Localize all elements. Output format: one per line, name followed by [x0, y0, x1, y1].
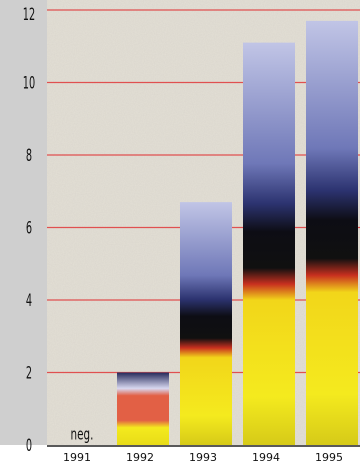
- y-tick-label: 2: [26, 364, 32, 384]
- y-tick-label: 10: [23, 74, 35, 94]
- y-tick-label: 8: [26, 146, 32, 166]
- y-tick-label: 0: [26, 436, 32, 456]
- x-axis-band: [0, 445, 360, 469]
- x-tick-label-1995: 1995: [315, 451, 343, 464]
- y-tick-label: 4: [26, 291, 32, 311]
- y-tick-label: 6: [26, 219, 32, 239]
- x-tick-label-1992: 1992: [126, 451, 154, 464]
- bar-1994: [243, 42, 295, 445]
- x-tick-label-1993: 1993: [189, 451, 217, 464]
- value-label-1991: neg.: [71, 427, 94, 445]
- y-tick-label: 12: [23, 5, 35, 25]
- bar-1992: [117, 372, 169, 445]
- x-tick-label-1991: 1991: [63, 451, 91, 464]
- y-axis-strip: [0, 0, 47, 469]
- bar-1993: [180, 202, 232, 445]
- x-tick-label-1994: 1994: [252, 451, 280, 464]
- bar-1995: [306, 20, 358, 445]
